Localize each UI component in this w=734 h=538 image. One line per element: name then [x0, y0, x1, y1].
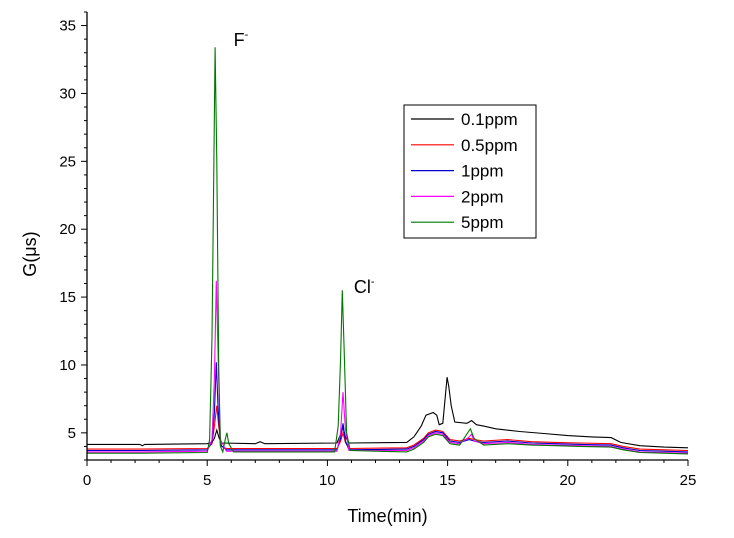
- x-tick-label: 0: [83, 472, 91, 489]
- axes: 0 5 10 15 20 25 5 10 15 20 25 30 35: [59, 11, 697, 489]
- x-tick-label: 5: [203, 472, 211, 489]
- x-tick-label: 10: [319, 472, 336, 489]
- y-axis-title: G(μs): [20, 231, 40, 276]
- legend: 0.1ppm 0.5ppm 1ppm 2ppm 5ppm: [403, 104, 537, 239]
- legend-label: 0.1ppm: [461, 110, 518, 129]
- y-tick-label: 35: [59, 18, 76, 35]
- plot-lines: [87, 47, 689, 455]
- series-line-0: [87, 377, 689, 449]
- y-tick-label: 15: [59, 289, 76, 306]
- x-tick-label: 15: [439, 472, 456, 489]
- legend-label: 0.5ppm: [461, 136, 518, 155]
- peak-label-1: Cl-: [354, 276, 375, 297]
- y-tick-label: 5: [68, 425, 76, 442]
- peak-label-0: F-: [234, 29, 249, 50]
- series-line-3: [87, 280, 689, 454]
- y-tick-label: 25: [59, 153, 76, 170]
- legend-label: 5ppm: [461, 213, 504, 232]
- x-axis-title: Time(min): [347, 506, 427, 526]
- x-tick-label: 20: [559, 472, 576, 489]
- legend-label: 2ppm: [461, 187, 504, 206]
- legend-label: 1ppm: [461, 162, 504, 181]
- series-line-2: [87, 362, 689, 453]
- series-line-1: [87, 405, 689, 452]
- y-tick-label: 20: [59, 221, 76, 238]
- annotations: F- Cl-: [234, 29, 375, 297]
- series-line-4: [87, 47, 689, 455]
- x-tick-label: 25: [680, 472, 697, 489]
- y-tick-label: 10: [59, 357, 76, 374]
- y-tick-label: 30: [59, 85, 76, 102]
- legend-box: [403, 104, 537, 239]
